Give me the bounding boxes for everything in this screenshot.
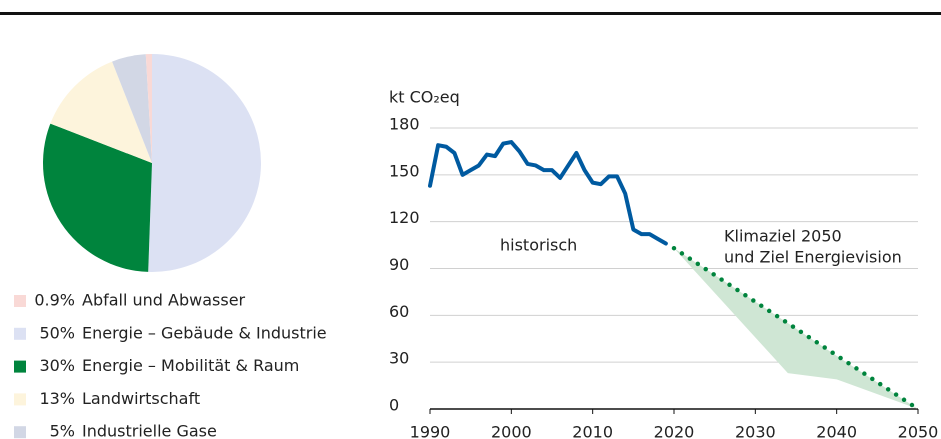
y-tick-label: 30 bbox=[389, 349, 409, 368]
y-tick-label: 150 bbox=[389, 161, 420, 180]
x-tick-label: 2040 bbox=[816, 423, 857, 439]
legend-label: Abfall und Abwasser bbox=[82, 291, 246, 310]
x-tick-label: 2020 bbox=[654, 423, 695, 439]
x-tick-label: 2030 bbox=[735, 423, 776, 439]
pie-slice bbox=[145, 54, 152, 163]
y-tick-label: 180 bbox=[389, 115, 420, 134]
legend-swatch bbox=[14, 426, 26, 439]
y-tick-label: 90 bbox=[389, 255, 409, 274]
annotation: historisch bbox=[500, 236, 577, 255]
x-tick-label: 2010 bbox=[572, 423, 613, 439]
pie-slice bbox=[148, 54, 261, 272]
series-line bbox=[428, 140, 668, 246]
legend-value: 5% bbox=[50, 422, 75, 439]
legend-label: Energie – Mobilität & Raum bbox=[82, 356, 299, 375]
x-tick-label: 2000 bbox=[491, 423, 532, 439]
pie-slice bbox=[112, 54, 152, 163]
pie-slice bbox=[50, 61, 152, 163]
legend-swatch bbox=[14, 393, 26, 406]
annotation: und Ziel Energievision bbox=[724, 248, 902, 267]
y-axis-label: kt CO₂eq bbox=[389, 88, 460, 107]
legend-swatch bbox=[14, 295, 26, 307]
legend-swatch bbox=[14, 360, 26, 373]
y-tick-label: 120 bbox=[389, 208, 420, 227]
top-rule bbox=[0, 12, 941, 15]
y-tick-label: 60 bbox=[389, 302, 409, 321]
y-tick-label: 0 bbox=[389, 396, 399, 415]
series-line bbox=[671, 245, 921, 412]
x-tick-label: 1990 bbox=[410, 423, 451, 439]
legend-value: 0.9% bbox=[34, 291, 75, 310]
legend-swatch bbox=[14, 327, 26, 340]
pie-slice bbox=[43, 123, 152, 272]
legend-label: Landwirtschaft bbox=[82, 389, 200, 408]
annotation: Klimaziel 2050 bbox=[724, 227, 842, 246]
legend-label: Industrielle Gase bbox=[82, 422, 217, 439]
legend-value: 30% bbox=[39, 356, 75, 375]
legend-label: Energie – Gebäude & Industrie bbox=[82, 323, 327, 342]
target-band bbox=[674, 248, 918, 409]
x-tick-label: 2050 bbox=[898, 423, 939, 439]
legend-value: 50% bbox=[39, 323, 75, 342]
legend-value: 13% bbox=[39, 389, 75, 408]
